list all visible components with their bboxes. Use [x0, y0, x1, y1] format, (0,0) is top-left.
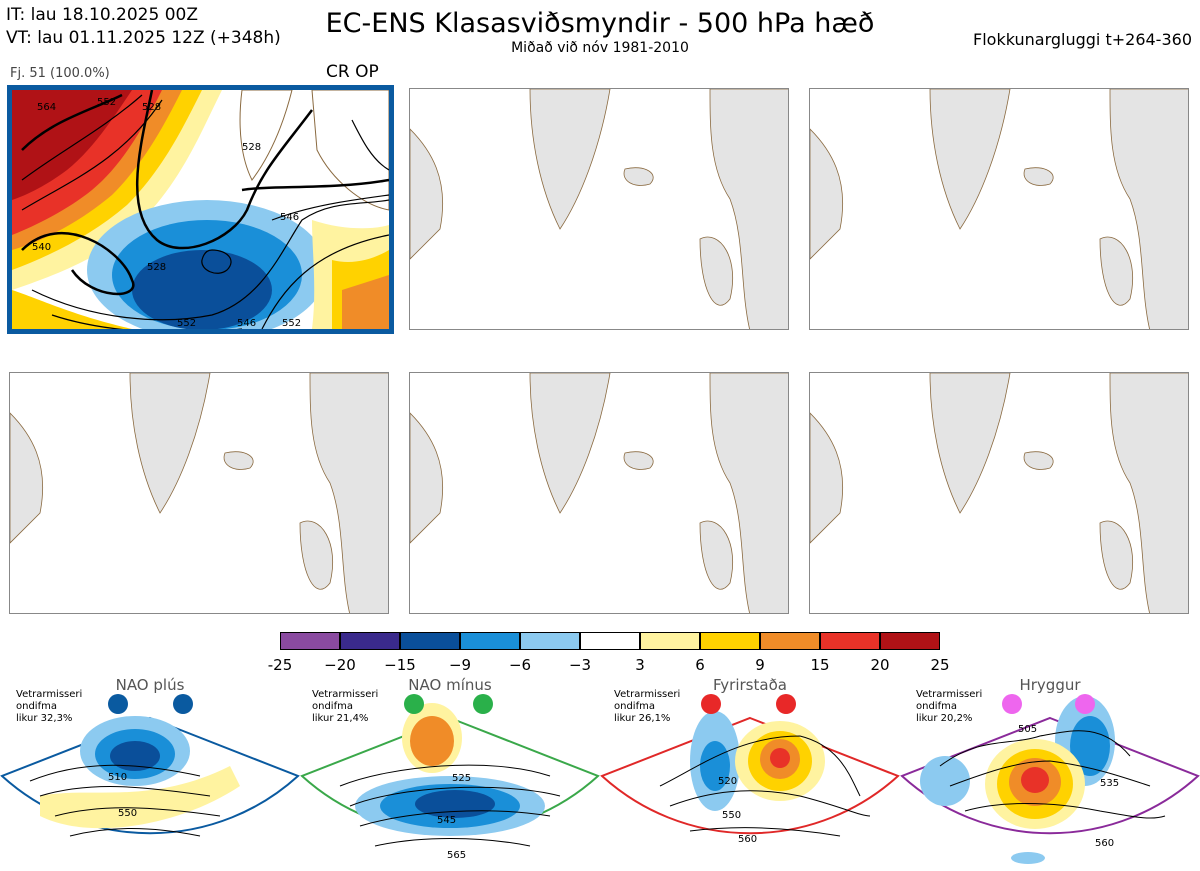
regime-contour-label: 545: [437, 815, 456, 826]
contour-label: 552: [97, 97, 116, 108]
regime-map: 505 535 560: [900, 694, 1200, 864]
contour-label: 564: [37, 102, 56, 113]
colorbar-tick: 20: [870, 656, 890, 674]
empty-map: [410, 89, 788, 329]
colorbar-cell: [340, 632, 400, 650]
contour-label: 552: [177, 318, 196, 329]
colorbar-tick: −3: [568, 656, 592, 674]
regime-contour-label: 560: [1095, 838, 1114, 849]
colorbar-tick: −20: [324, 656, 356, 674]
colorbar-tick: −9: [448, 656, 472, 674]
regime-panel-nao-plus: NAO plús Vetrarmisseri ondifma likur 32,3%…: [0, 676, 300, 871]
empty-map: [810, 373, 1188, 613]
regime-contour-label: 560: [738, 834, 757, 845]
regime-map: 520 550 560: [600, 694, 900, 845]
colorbar-tick: −6: [508, 656, 532, 674]
colorbar-cell: [400, 632, 460, 650]
page-subtitle: Miðað við nóv 1981-2010: [511, 40, 689, 56]
contour-label: 546: [280, 212, 299, 223]
regime-contour-label: 525: [452, 773, 471, 784]
valid-time: VT: lau 01.11.2025 12Z (+348h): [6, 28, 281, 48]
colorbar-cell: [880, 632, 940, 650]
regime-info: Vetrarmisseri ondifma likur 26,1%: [614, 689, 681, 724]
regime-contour-label: 550: [722, 810, 741, 821]
colorbar-cell: [820, 632, 880, 650]
colorbar-cell: [280, 632, 340, 650]
regime-name: NAO plús: [115, 676, 185, 694]
regime-contour-label: 535: [1100, 778, 1119, 789]
colorbar-tick: 9: [755, 656, 765, 674]
map-panel-5[interactable]: [409, 372, 789, 614]
regime-panel-blocking: Fyrirstaða Vetrarmisseri ondifma likur 26,…: [600, 676, 900, 871]
empty-map: [410, 373, 788, 613]
regime-panel-ridge: Hryggur Vetrarmisseri ondifma likur 20,2% …: [900, 676, 1200, 871]
map-panel-4[interactable]: [9, 372, 389, 614]
regime-info: Vetrarmisseri ondifma likur 21,4%: [312, 689, 379, 724]
contour-label: 552: [282, 318, 301, 329]
regime-contour-label: 520: [718, 776, 737, 787]
map-panel-6[interactable]: [809, 372, 1189, 614]
regime-name: NAO mínus: [408, 676, 492, 694]
colorbar-cell: [520, 632, 580, 650]
anomaly-map: 564 552 528 528 540 546 528 552 546 552: [12, 90, 389, 329]
regime-contour-label: 510: [108, 772, 127, 783]
regime-name: Fyrirstaða: [713, 676, 787, 694]
colorbar-cell: [640, 632, 700, 650]
map-panel-2[interactable]: [409, 88, 789, 330]
regime-contour-label: 550: [118, 808, 137, 819]
colorbar-tick: 15: [810, 656, 830, 674]
colorbar-tick: -25: [267, 656, 293, 674]
colorbar-cell: [760, 632, 820, 650]
map-panel-1[interactable]: 564 552 528 528 540 546 528 552 546 552: [7, 85, 394, 334]
header-times: IT: lau 18.10.2025 00Z VT: lau 01.11.202…: [6, 4, 281, 50]
init-time: IT: lau 18.10.2025 00Z: [6, 5, 198, 25]
colorbar-tick: 6: [695, 656, 705, 674]
regime-label: CR OP: [326, 62, 379, 82]
regime-map: 510 550: [0, 694, 300, 837]
colorbar-cell: [580, 632, 640, 650]
empty-map: [10, 373, 388, 613]
contour-label: 528: [142, 102, 161, 113]
contour-label: 528: [242, 142, 261, 153]
regime-contour-label: 565: [447, 850, 466, 861]
regime-name: Hryggur: [1019, 676, 1081, 694]
colorbar-tick: 3: [635, 656, 645, 674]
colorbar-tick: 25: [930, 656, 950, 674]
regime-info: Vetrarmisseri ondifma likur 20,2%: [916, 689, 983, 724]
page-title: EC-ENS Klasasviðsmyndir - 500 hPa hæð: [325, 8, 875, 39]
regime-panel-nao-minus: NAO mínus Vetrarmisseri ondifma likur 21,4…: [300, 676, 600, 871]
empty-map: [810, 89, 1188, 329]
colorbar-cell: [460, 632, 520, 650]
colorbar-cell: [700, 632, 760, 650]
contour-label: 540: [32, 242, 51, 253]
colorbar-tick: −15: [384, 656, 416, 674]
regime-map: 525 545 565: [300, 694, 600, 861]
contour-label: 528: [147, 262, 166, 273]
regime-contour-label: 505: [1018, 724, 1037, 735]
cluster-label: Fj. 51 (100.0%): [10, 66, 110, 81]
map-panel-3[interactable]: [809, 88, 1189, 330]
regime-info: Vetrarmisseri ondifma likur 32,3%: [16, 689, 83, 724]
classification-window: Flokkunargluggi t+264-360: [973, 30, 1192, 49]
contour-label: 546: [237, 318, 256, 329]
